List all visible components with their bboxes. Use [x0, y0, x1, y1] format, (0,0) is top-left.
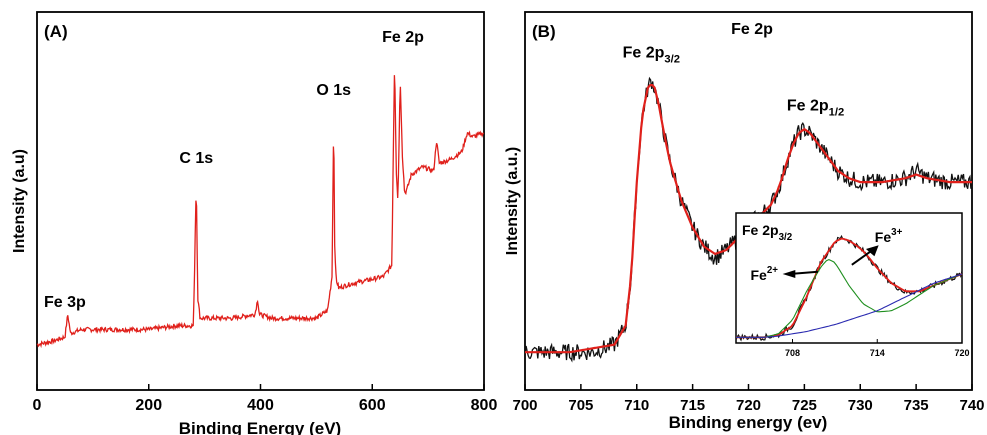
inset-x-tick-label: 708 — [785, 348, 800, 358]
panel-a-y-axis-label: Intensity (a.u) — [11, 149, 28, 253]
panel-a: (A) Intensity (a.u) Binding Energy (eV) … — [11, 11, 498, 435]
inset-frame — [735, 212, 963, 344]
panel-b-y-axis-label: Intensity (a.u.) — [504, 147, 521, 255]
panel-a-x-ticks: 0 200 400 600 800 — [33, 384, 498, 414]
panel-a-x-tick-label: 800 — [471, 397, 498, 414]
panel-b-x-ticks: 700 705 710 715 720 725 730 735 740 — [512, 384, 985, 414]
panel-b-x-tick-label: 710 — [624, 397, 649, 414]
inset-x-tick-label: 720 — [954, 348, 969, 358]
panel-a-plot-frame — [36, 11, 485, 391]
panel-b-x-tick-label: 700 — [512, 397, 537, 414]
inset: Fe 2p3/2 708 714 720 Fe2+Fe3+ — [735, 212, 970, 358]
panel-a-peak-label: O 1s — [316, 82, 351, 99]
panel-b-title: Fe 2p — [731, 21, 773, 38]
inset-x-ticks: 708 714 720 — [785, 339, 970, 358]
inset-fe3-arrowhead — [865, 245, 879, 257]
panel-b-x-tick-label: 735 — [904, 397, 929, 414]
inset-x-tick-label: 714 — [870, 348, 885, 358]
panel-b-x-tick-label: 740 — [959, 397, 984, 414]
panel-a-peak-label: C 1s — [179, 150, 213, 167]
panel-b-x-tick-label: 720 — [736, 397, 761, 414]
panel-b-x-tick-label: 730 — [848, 397, 873, 414]
panel-b-x-tick-label: 715 — [680, 397, 705, 414]
panel-a-peak-label: Fe 2p — [382, 29, 424, 46]
panel-a-label: (A) — [44, 22, 68, 41]
inset-fe2-arrowhead — [782, 270, 796, 278]
inset-Fe2plus-line — [736, 258, 963, 338]
panel-b-peak-label: Fe 2p1/2 — [787, 97, 844, 118]
panel-b: (B) Fe 2p Intensity (a.u.) Binding energ… — [504, 11, 985, 432]
panel-b-annotations: Fe 2p3/2 Fe 2p1/2 — [623, 44, 845, 118]
panel-b-peak-label: Fe 2p3/2 — [623, 44, 680, 65]
panel-b-x-tick-label: 705 — [568, 397, 593, 414]
panel-a-x-axis-label: Binding Energy (eV) — [179, 419, 341, 435]
panel-a-x-tick-label: 200 — [135, 397, 162, 414]
panel-b-x-axis-label: Binding energy (ev) — [669, 413, 828, 432]
panel-a-x-tick-label: 400 — [247, 397, 274, 414]
panel-b-label: (B) — [532, 22, 556, 41]
inset-Fe3plus-line — [736, 273, 963, 338]
panel-a-survey-line — [36, 75, 485, 349]
panel-a-peak-label: Fe 3p — [44, 294, 86, 311]
panel-b-x-tick-label: 725 — [792, 397, 817, 414]
panel-a-annotations: Fe 3p C 1s O 1s Fe 2p — [44, 29, 424, 311]
panel-a-x-tick-label: 0 — [33, 397, 42, 414]
inset-series — [735, 234, 963, 342]
inset-fit-line — [736, 237, 963, 339]
panel-a-x-tick-label: 600 — [359, 397, 386, 414]
